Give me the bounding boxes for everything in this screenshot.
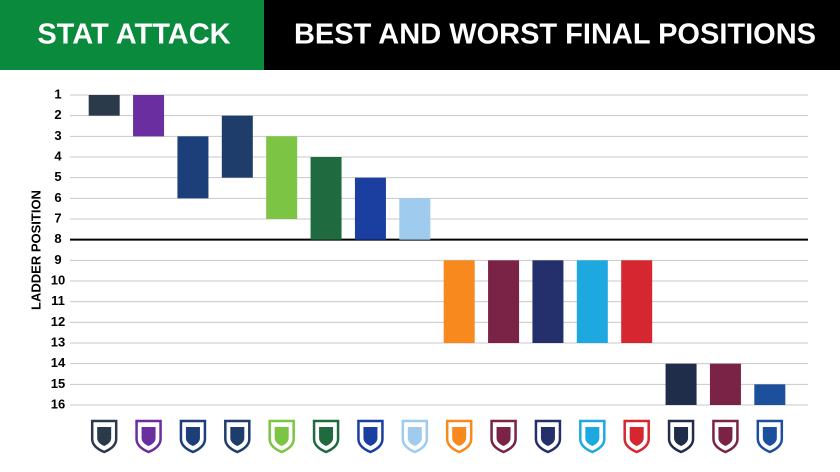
bar	[354, 177, 386, 240]
team-logo-detail	[274, 427, 289, 446]
bar	[532, 260, 564, 343]
y-tick-label: 15	[51, 376, 65, 391]
bar	[754, 384, 786, 405]
bar	[266, 136, 298, 219]
header-right	[264, 0, 840, 70]
bar	[399, 198, 431, 240]
header: STAT ATTACK	[37, 19, 230, 51]
y-tick-label: 5	[54, 169, 61, 184]
y-tick-label: 1	[54, 86, 61, 101]
team-logo-detail	[762, 427, 777, 446]
bar	[488, 260, 520, 343]
team-logo-detail	[185, 427, 200, 446]
team-logo-detail	[496, 427, 511, 446]
bar	[221, 115, 253, 178]
team-logo-detail	[141, 427, 156, 446]
bar	[443, 260, 475, 343]
y-tick-label: 13	[51, 334, 65, 349]
y-tick-label: 14	[51, 355, 66, 370]
bar	[576, 260, 608, 343]
team-logo-detail	[363, 427, 378, 446]
bar	[665, 363, 697, 405]
y-tick-label: 2	[54, 107, 61, 122]
y-tick-label: 12	[51, 314, 65, 329]
chart-title: BEST AND WORST FINAL POSITIONS	[294, 19, 816, 51]
team-logo-detail	[629, 427, 644, 446]
team-logo-detail	[718, 427, 733, 446]
team-logo-detail	[540, 427, 555, 446]
team-logo-detail	[674, 427, 689, 446]
bar	[709, 363, 741, 405]
team-logo-detail	[585, 427, 600, 446]
y-tick-label: 6	[54, 190, 61, 205]
y-axis-label: LADDER POSITION	[28, 190, 43, 310]
y-tick-label: 16	[51, 396, 65, 411]
team-logo-detail	[452, 427, 467, 446]
team-logo-detail	[407, 427, 422, 446]
y-tick-label: 10	[51, 272, 65, 287]
y-tick-label: 3	[54, 128, 61, 143]
team-logo-detail	[230, 427, 245, 446]
y-tick-label: 7	[54, 210, 61, 225]
header-left	[0, 0, 264, 70]
bar	[310, 157, 342, 240]
team-logo-detail	[319, 427, 334, 446]
y-tick-label: 9	[54, 252, 61, 267]
bar	[133, 95, 165, 137]
bar	[88, 95, 120, 116]
team-logo-detail	[97, 427, 112, 446]
y-tick-label: 8	[54, 231, 61, 246]
bar	[621, 260, 653, 343]
bar	[177, 136, 209, 199]
y-tick-label: 11	[51, 293, 65, 308]
y-tick-label: 4	[54, 148, 62, 163]
